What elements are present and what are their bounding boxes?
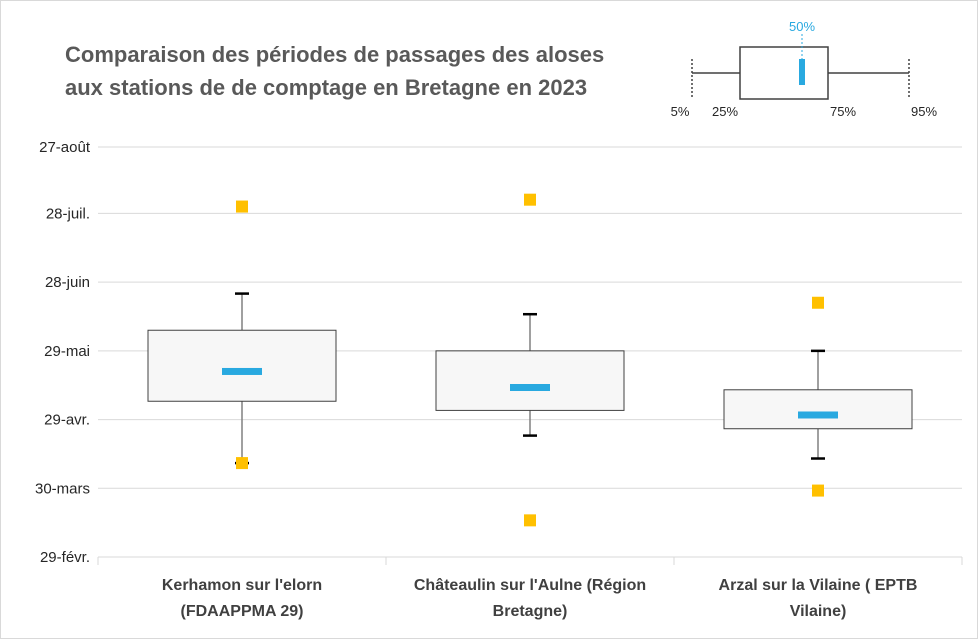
y-axis-tick-labels: 29-févr. 30-mars 29-avr. 29-mai 28-juin 28-ju… xyxy=(35,139,91,566)
iqr-box xyxy=(723,389,913,430)
box-group xyxy=(723,296,913,497)
chart-title: Comparaison des périodes de passages des… xyxy=(65,42,604,100)
median-marker xyxy=(222,367,262,375)
category-label-line: (FDAAPPMA 29) xyxy=(181,603,304,620)
max-marker xyxy=(812,296,824,309)
y-tick-label: 28-juin xyxy=(45,274,90,291)
y-tick-label: 29-févr. xyxy=(40,549,90,566)
iqr-box xyxy=(435,350,625,411)
category-label-line: Kerhamon sur l'elorn xyxy=(162,577,322,594)
chart-title-line-2: aux stations de de comptage en Bretagne … xyxy=(65,75,587,100)
min-marker xyxy=(236,457,248,470)
max-marker xyxy=(236,200,248,213)
legend-box xyxy=(739,46,829,100)
category-label-line: Bretagne) xyxy=(493,603,568,620)
y-tick-label: 27-août xyxy=(39,139,91,156)
legend-median-label: 50% xyxy=(789,19,815,34)
legend-median-mark xyxy=(799,59,805,85)
y-tick-label: 29-avr. xyxy=(44,412,90,429)
y-tick-label: 30-mars xyxy=(35,480,90,497)
legend-label-p5: 5% xyxy=(671,104,690,119)
category-label-line: Châteaulin sur l'Aulne (Région xyxy=(414,577,646,594)
chart-title-line-1: Comparaison des périodes de passages des… xyxy=(65,42,604,67)
box-plot-series xyxy=(147,193,913,527)
legend-label-p75: 75% xyxy=(830,104,856,119)
legend-label-p25: 25% xyxy=(712,104,738,119)
y-tick-label: 28-juil. xyxy=(46,205,90,222)
min-marker xyxy=(524,514,536,527)
legend-label-p95: 95% xyxy=(911,104,937,119)
y-tick-label: 29-mai xyxy=(44,343,90,360)
category-label-line: Arzal sur la Vilaine ( EPTB xyxy=(719,577,918,594)
median-marker xyxy=(798,411,838,419)
box-group xyxy=(147,200,337,470)
iqr-box xyxy=(147,329,337,402)
x-axis-category-labels: Kerhamon sur l'elorn (FDAAPPMA 29) Château… xyxy=(162,577,918,620)
median-marker xyxy=(510,384,550,392)
legend-box-diagram: 50% 5% 25% 75% 95% xyxy=(671,19,938,119)
min-marker xyxy=(812,484,824,497)
category-label-line: Vilaine) xyxy=(790,603,847,620)
box-group xyxy=(435,193,625,527)
max-marker xyxy=(524,193,536,206)
